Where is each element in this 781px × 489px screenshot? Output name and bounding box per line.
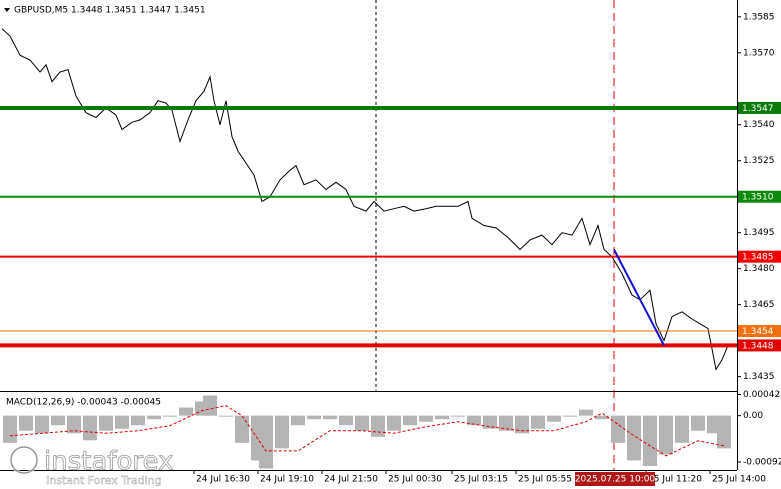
histogram-bar — [595, 415, 609, 420]
level-label: 1.3547 — [742, 104, 774, 114]
histogram-bar — [483, 415, 497, 429]
watermark: instaforex Instant Forex Trading — [9, 445, 174, 487]
price-line — [1, 28, 729, 371]
menu-arrow — [4, 8, 10, 12]
histogram-bar — [307, 415, 321, 420]
y-tick-label: 1.3540 — [743, 120, 775, 130]
x-tick-label: 25 Jul 05:55 — [518, 475, 572, 485]
histogram-bar — [323, 415, 337, 420]
level-label-box — [738, 250, 781, 263]
histogram-bar — [435, 415, 449, 420]
histogram-bar — [35, 415, 49, 434]
histogram-bar — [339, 415, 353, 426]
histogram-bar — [643, 415, 657, 466]
x-tick-label: 24 Jul 19:10 — [260, 475, 314, 485]
histogram-bar — [627, 415, 641, 461]
y-tick-label: 1.3570 — [743, 48, 775, 58]
histogram-bar — [371, 415, 385, 437]
histogram-bar — [675, 415, 689, 443]
level-label: 1.3448 — [742, 341, 774, 351]
histogram-bar — [717, 415, 731, 449]
histogram-bar — [203, 395, 217, 416]
level-label-box — [738, 190, 781, 203]
y-tick-label: 1.3585 — [743, 12, 775, 22]
histogram-bar — [451, 415, 465, 417]
cursor-label-box — [575, 472, 655, 486]
histogram-bar — [291, 415, 305, 426]
level-label-box — [738, 325, 781, 338]
tagline: Instant Forex Trading — [46, 474, 162, 487]
histogram-bar — [259, 415, 273, 469]
level-label: 1.3485 — [742, 253, 774, 263]
x-tick-label: 24 Jul 21:50 — [324, 475, 378, 485]
level-label-box — [738, 101, 781, 114]
histogram-bar — [355, 415, 369, 431]
histogram-bar — [403, 415, 417, 426]
histogram-bar — [531, 415, 545, 429]
histogram-bar — [131, 415, 145, 426]
y-tick-label: -0.00092 — [743, 457, 781, 467]
y-tick-label: 1.3525 — [743, 156, 775, 166]
y-tick-label: 1.3435 — [743, 372, 775, 382]
level-label-box — [738, 339, 781, 352]
histogram-bar — [179, 407, 193, 416]
x-tick-label: 25 Jul 03:15 — [454, 475, 508, 485]
y-tick-label: 0.00042 — [743, 390, 780, 400]
chart-title: GBPUSD,M5 1.3448 1.3451 1.3447 1.3451 — [14, 6, 206, 16]
histogram-bar — [3, 415, 17, 443]
histogram-bar — [499, 415, 513, 431]
indicator-title: MACD(12,26,9) -0.00043 -0.00045 — [6, 398, 161, 408]
brand: instaforex — [44, 447, 173, 477]
histogram-bar — [99, 415, 113, 431]
histogram-bar — [163, 415, 177, 417]
x-tick-label: 25 Jul 00:30 — [388, 475, 442, 485]
histogram-bar — [467, 415, 481, 426]
x-tick-label: 24 Jul 16:30 — [196, 475, 250, 485]
histogram-bar — [51, 415, 65, 426]
histogram-bar — [219, 415, 233, 417]
histogram-bar — [547, 415, 561, 422]
level-label: 1.3454 — [742, 327, 774, 337]
trend-line — [613, 249, 665, 346]
histogram-bar — [515, 415, 529, 434]
y-tick-label: 1.3465 — [743, 300, 775, 310]
histogram-bar — [235, 415, 249, 443]
histogram-bar — [19, 415, 33, 431]
x-tick-label: 25 Jul 14:00 — [712, 475, 766, 485]
y-tick-label: 0.00 — [743, 411, 763, 421]
y-tick-label: 1.3480 — [743, 264, 775, 274]
histogram-bar — [691, 415, 705, 431]
cursor-label: 2025.07.25 10:00 — [575, 475, 656, 485]
level-label: 1.3510 — [742, 193, 774, 203]
histogram-bar — [659, 415, 673, 455]
histogram-bar — [563, 415, 577, 417]
x-tick-label: 25 Jul 11:20 — [648, 475, 702, 485]
histogram-bar — [147, 415, 161, 420]
histogram-bar — [115, 415, 129, 429]
histogram-bar — [83, 415, 97, 441]
histogram-bar — [579, 409, 593, 416]
logo — [10, 446, 38, 474]
y-tick-label: 1.3495 — [743, 228, 775, 238]
histogram-bar — [611, 415, 625, 443]
histogram-bar — [275, 415, 289, 449]
histogram-bar — [419, 415, 433, 422]
histogram-bar — [387, 415, 401, 431]
histogram-bar — [67, 415, 81, 434]
